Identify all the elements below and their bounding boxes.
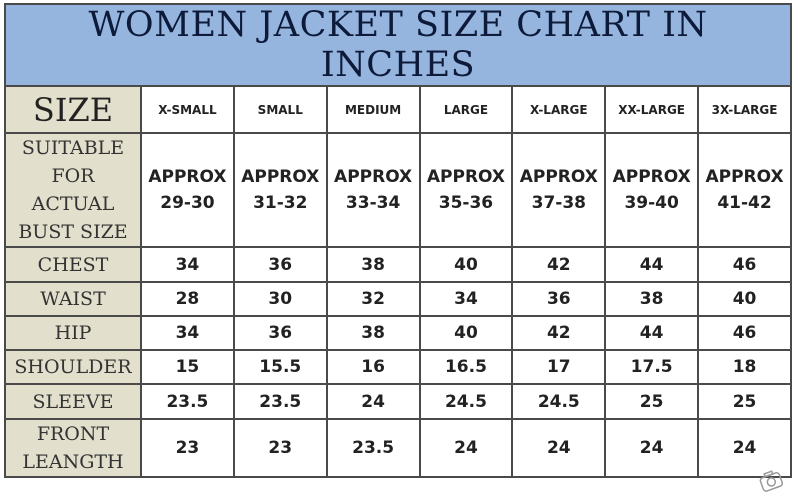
size-header-cell: X-SMALL <box>140 85 235 134</box>
value-cell: 34 <box>140 246 235 283</box>
size-header-cell: MEDIUM <box>325 85 421 134</box>
value-cell: 25 <box>697 383 792 420</box>
value-cell: 40 <box>418 246 514 283</box>
value-cell: 30 <box>232 281 328 317</box>
value-cell: 24 <box>418 418 514 478</box>
approx-text: APPROX <box>241 167 320 187</box>
value-cell: 44 <box>604 315 700 351</box>
value-cell: 40 <box>418 315 514 351</box>
value-cell: 24 <box>511 418 607 478</box>
row-label: WAIST <box>4 281 142 317</box>
bust-cell: APPROX 31-32 <box>232 132 328 248</box>
approx-text: APPROX <box>519 167 598 187</box>
chart-title: WOMEN JACKET SIZE CHART IN INCHES <box>4 3 792 87</box>
value-cell: 32 <box>325 281 421 317</box>
bust-label-line: SUITABLE <box>21 137 125 159</box>
size-chart-table: WOMEN JACKET SIZE CHART IN INCHES SIZE X… <box>4 3 792 478</box>
value-cell: 46 <box>697 246 792 283</box>
bust-label: SUITABLE FOR ACTUAL BUST SIZE <box>4 132 142 248</box>
size-header-cell: SMALL <box>232 85 328 134</box>
bust-cell: APPROX 37-38 <box>511 132 607 248</box>
bust-cell: APPROX 41-42 <box>697 132 792 248</box>
measurement-row: HIP 34 36 38 40 42 44 46 <box>4 315 792 351</box>
value-cell: 40 <box>697 281 792 317</box>
row-label: SLEEVE <box>4 383 142 420</box>
approx-text: APPROX <box>148 167 227 187</box>
bust-label-line: FOR <box>51 165 95 187</box>
approx-text: APPROX <box>426 167 506 187</box>
size-header-cell: X-LARGE <box>511 85 607 134</box>
value-cell: 24.5 <box>511 383 607 420</box>
value-cell: 34 <box>140 315 235 351</box>
value-cell: 18 <box>697 349 792 385</box>
size-label: SIZE <box>4 85 142 134</box>
measurement-row: SHOULDER 15 15.5 16 16.5 17 17.5 18 <box>4 349 792 385</box>
measurement-row: WAIST 28 30 32 34 36 38 40 <box>4 281 792 317</box>
bust-label-line: BUST SIZE <box>18 221 128 243</box>
bust-row: SUITABLE FOR ACTUAL BUST SIZE APPROX 29-3… <box>4 132 792 248</box>
row-label-line: LEANGTH <box>22 451 124 473</box>
value-cell: 38 <box>604 281 700 317</box>
bust-range: 33-34 <box>345 193 401 213</box>
bust-cell: APPROX 39-40 <box>604 132 700 248</box>
bust-label-line: ACTUAL <box>31 193 115 215</box>
value-cell: 24 <box>325 383 421 420</box>
value-cell: 44 <box>604 246 700 283</box>
measurement-row: FRONT LEANGTH 23 23 23.5 24 24 24 24 <box>4 418 792 478</box>
size-header-cell: LARGE <box>418 85 514 134</box>
value-cell: 23.5 <box>325 418 421 478</box>
value-cell: 15 <box>140 349 235 385</box>
row-label: SHOULDER <box>4 349 142 385</box>
value-cell: 16.5 <box>418 349 514 385</box>
row-label: FRONT LEANGTH <box>4 418 142 478</box>
row-label-line: FRONT <box>36 423 110 445</box>
value-cell: 36 <box>232 246 328 283</box>
value-cell: 24 <box>604 418 700 478</box>
value-cell: 23 <box>140 418 235 478</box>
bust-cell: APPROX 35-36 <box>418 132 514 248</box>
row-label: CHEST <box>4 246 142 283</box>
value-cell: 17.5 <box>604 349 700 385</box>
bust-range: 39-40 <box>624 193 679 213</box>
value-cell: 28 <box>140 281 235 317</box>
value-cell: 38 <box>325 246 421 283</box>
value-cell: 38 <box>325 315 421 351</box>
bust-range: 37-38 <box>531 193 586 213</box>
measurement-row: SLEEVE 23.5 23.5 24 24.5 24.5 25 25 <box>4 383 792 420</box>
value-cell: 42 <box>511 246 607 283</box>
bust-range: 31-32 <box>253 193 308 213</box>
value-cell: 25 <box>604 383 700 420</box>
measurement-row: CHEST 34 36 38 40 42 44 46 <box>4 246 792 283</box>
approx-text: APPROX <box>705 167 784 187</box>
value-cell: 15.5 <box>232 349 328 385</box>
bust-range: 29-30 <box>160 193 215 213</box>
size-header-cell: 3X-LARGE <box>697 85 792 134</box>
value-cell: 42 <box>511 315 607 351</box>
bust-cell: APPROX 33-34 <box>325 132 421 248</box>
approx-text: APPROX <box>612 167 691 187</box>
bust-range: 35-36 <box>438 193 494 213</box>
bust-cell: APPROX 29-30 <box>140 132 235 248</box>
value-cell: 23 <box>232 418 328 478</box>
value-cell: 24.5 <box>418 383 514 420</box>
value-cell: 46 <box>697 315 792 351</box>
camera-watermark-icon <box>759 470 784 492</box>
approx-text: APPROX <box>334 167 413 187</box>
value-cell: 23.5 <box>140 383 235 420</box>
value-cell: 17 <box>511 349 607 385</box>
row-label: HIP <box>4 315 142 351</box>
size-header-row: SIZE X-SMALL SMALL MEDIUM LARGE X-LARGE XX-LA… <box>4 85 792 134</box>
bust-range: 41-42 <box>717 193 772 213</box>
value-cell: 36 <box>232 315 328 351</box>
value-cell: 16 <box>325 349 421 385</box>
value-cell: 23.5 <box>232 383 328 420</box>
value-cell: 36 <box>511 281 607 317</box>
value-cell: 34 <box>418 281 514 317</box>
size-header-cell: XX-LARGE <box>604 85 700 134</box>
value-cell: 24 <box>697 418 792 478</box>
